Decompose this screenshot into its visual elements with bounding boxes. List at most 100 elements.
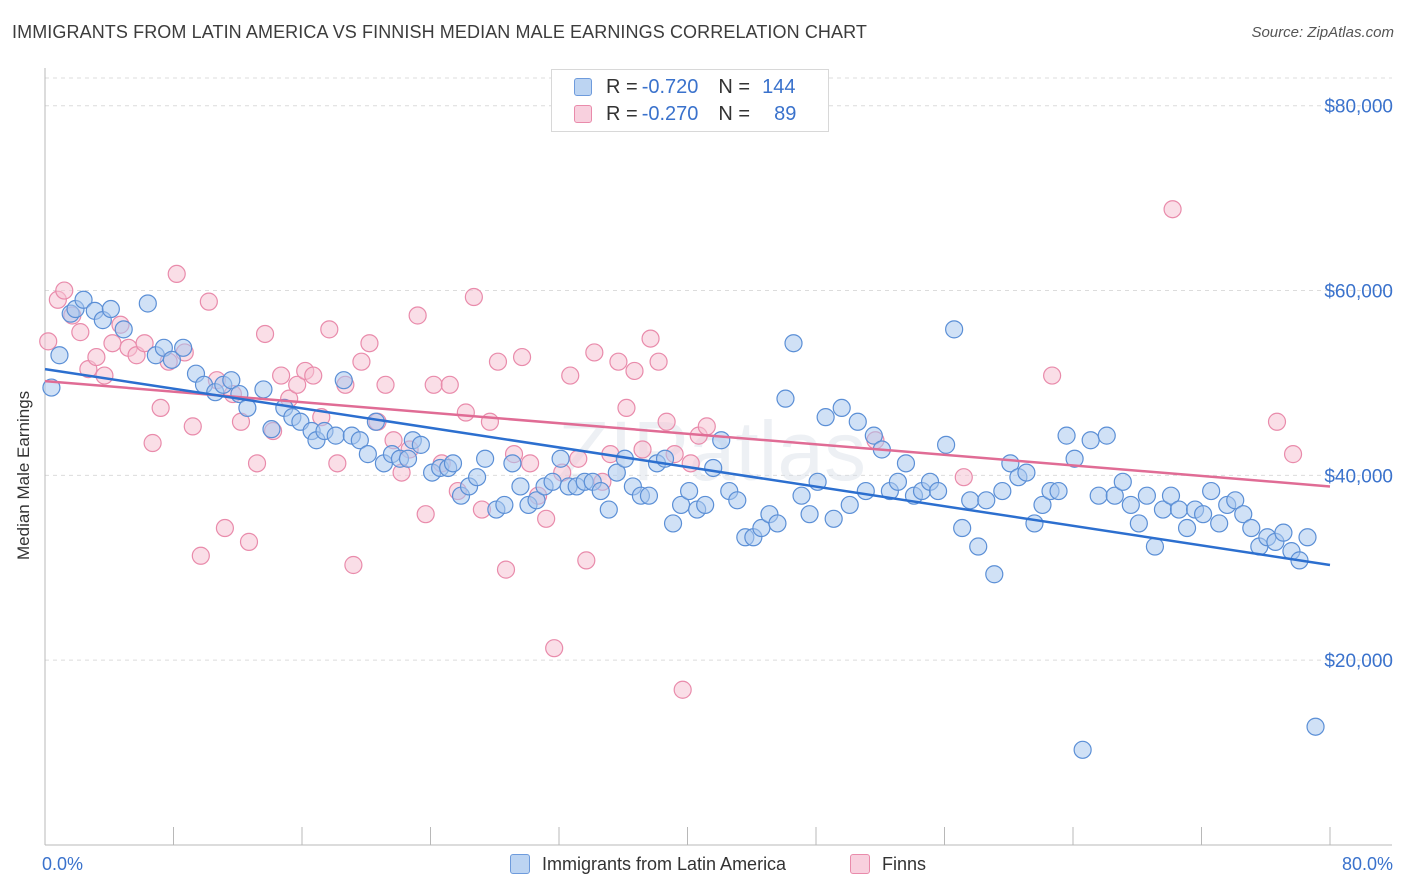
- latin-america-point: [398, 449, 418, 468]
- grid-lines: [45, 77, 1392, 661]
- legend-label: Finns: [882, 853, 927, 874]
- latin-america-point: [1161, 486, 1181, 505]
- latin-america-point: [254, 380, 273, 399]
- legend-n-value: 144: [762, 75, 796, 98]
- latin-america-point: [896, 454, 916, 473]
- legend-r-value: -0.720: [641, 75, 699, 98]
- finns-point: [151, 398, 170, 418]
- finns-point: [464, 287, 483, 307]
- latin-america-point: [1226, 491, 1245, 510]
- legend-n-label: N =: [718, 102, 751, 125]
- finns-point: [609, 352, 628, 371]
- latin-america-point: [1113, 472, 1132, 491]
- chart-title: IMMIGRANTS FROM LATIN AMERICA VS FINNISH…: [12, 22, 867, 42]
- correlation-legend: R = -0.720 N = 144 R = -0.270 N = 89: [551, 69, 829, 132]
- finns-point: [954, 468, 973, 487]
- finns-point: [191, 546, 210, 565]
- finns-point: [183, 417, 202, 436]
- latin-america-point: [551, 449, 570, 468]
- latin-america-point: [680, 481, 699, 501]
- legend-swatch-pink: [850, 854, 870, 874]
- latin-america-point: [1177, 518, 1197, 538]
- latin-america-point: [696, 495, 715, 515]
- axes: [44, 68, 1392, 846]
- finns-point: [304, 366, 323, 385]
- finns-point: [39, 332, 58, 351]
- latin-america-point: [663, 514, 683, 533]
- finns-point: [344, 555, 363, 575]
- x-tick-label: 80.0%: [1342, 854, 1393, 874]
- series-finns: [39, 200, 1303, 699]
- x-tick-labels: 0.0% 80.0%: [42, 854, 1393, 874]
- latin-america-point: [1242, 518, 1261, 538]
- legend-label: Immigrants from Latin America: [542, 853, 787, 874]
- latin-america-point: [42, 378, 61, 397]
- finns-point: [376, 375, 395, 394]
- legend-n-value: 89: [774, 102, 797, 125]
- latin-america-point: [607, 463, 626, 482]
- latin-america-point: [840, 495, 859, 515]
- finns-point: [320, 320, 339, 339]
- finns-point: [545, 639, 564, 658]
- finns-point: [135, 334, 154, 353]
- latin-america-point: [350, 431, 369, 450]
- latin-america-point: [800, 505, 819, 524]
- finns-point: [1163, 200, 1182, 219]
- series-latin-america: [42, 290, 1325, 759]
- finns-point: [1283, 445, 1303, 464]
- latin-america-point: [953, 518, 972, 538]
- finns-point: [360, 334, 379, 353]
- latin-america-point: [1298, 528, 1317, 547]
- finns-point: [143, 433, 162, 453]
- latin-america-point: [1081, 431, 1100, 450]
- finns-point: [537, 509, 556, 528]
- y-tick-label: $60,000: [1324, 282, 1393, 303]
- latin-america-point: [776, 389, 795, 408]
- latin-america-point: [476, 449, 495, 468]
- finns-point: [617, 398, 636, 418]
- legend-r-value: -0.270: [641, 102, 699, 125]
- latin-america-point: [527, 491, 546, 510]
- latin-america-point: [1121, 495, 1140, 515]
- latin-america-point: [1274, 523, 1293, 542]
- latin-america-point: [864, 426, 883, 445]
- latin-america-point: [1057, 426, 1076, 445]
- finns-point: [1267, 412, 1287, 431]
- finns-point: [496, 560, 516, 579]
- finns-point: [440, 375, 459, 394]
- latin-america-point: [1194, 505, 1213, 524]
- latin-america-point: [138, 294, 157, 313]
- finns-point: [480, 412, 500, 431]
- latin-america-trend-line: [44, 367, 1331, 567]
- latin-america-point: [467, 468, 487, 487]
- latin-america-point: [1210, 514, 1229, 533]
- latin-america-point: [985, 565, 1004, 584]
- finns-point: [416, 505, 435, 524]
- x-tick-label: 0.0%: [42, 854, 83, 874]
- legend-n-label: N =: [718, 75, 751, 98]
- latin-america-point: [358, 445, 377, 464]
- legend-swatch-blue: [510, 854, 530, 874]
- latin-america-point: [888, 472, 908, 491]
- latin-america-point: [1137, 486, 1156, 505]
- legend-row-latin-america: R = -0.720 N = 144: [574, 75, 795, 99]
- finns-point: [87, 347, 106, 367]
- source-label: Source: ZipAtlas.com: [1251, 24, 1394, 41]
- finns-point: [424, 375, 443, 394]
- finns-point: [71, 323, 90, 342]
- latin-america-point: [543, 472, 562, 491]
- finns-point: [569, 449, 588, 468]
- latin-america-point: [1234, 505, 1253, 524]
- finns-point: [272, 366, 291, 385]
- latin-america-point: [784, 334, 803, 353]
- finns-point: [673, 680, 692, 699]
- latin-america-point: [443, 454, 463, 473]
- finns-point: [199, 292, 218, 311]
- latin-america-point: [1306, 717, 1325, 736]
- latin-america-point: [1202, 481, 1221, 501]
- finns-point: [697, 417, 716, 436]
- finns-point: [641, 329, 660, 348]
- latin-america-point: [411, 435, 430, 454]
- finns-point: [585, 343, 604, 362]
